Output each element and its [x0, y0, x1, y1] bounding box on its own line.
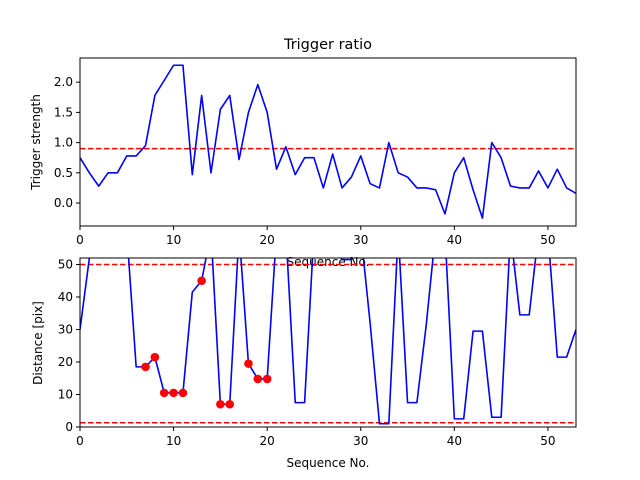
x-tick-label: 0 — [76, 233, 84, 247]
x-tick-label: 10 — [166, 233, 181, 247]
y-tick-label: 40 — [58, 290, 73, 304]
series-line — [80, 64, 576, 219]
data-point-marker — [178, 388, 188, 398]
x-tick-label: 10 — [166, 434, 181, 448]
y-tick-label: 50 — [58, 258, 73, 272]
data-point-marker — [141, 362, 150, 372]
plot-frame — [79, 257, 577, 428]
data-point-marker — [253, 374, 263, 384]
y-axis-label: Trigger strength — [29, 94, 43, 191]
y-tick-label: 0 — [65, 420, 73, 434]
x-tick-label: 20 — [260, 434, 275, 448]
data-point-marker — [150, 352, 160, 362]
trigger-ratio-chart: Trigger ratio Sequence No. Trigger stren… — [29, 37, 577, 269]
x-tick-label: 30 — [353, 434, 368, 448]
y-tick-label: 30 — [58, 323, 73, 337]
distance-chart: Sequence No. Distance [pix] 0 10 20 30 40 50 0… — [31, 257, 577, 470]
data-point-marker — [244, 359, 253, 368]
y-tick-label: 20 — [58, 355, 73, 369]
x-tick-label: 40 — [447, 434, 462, 448]
data-point-marker — [262, 374, 272, 384]
y-axis-label: Distance [pix] — [31, 301, 45, 385]
y-tick-label: 1.0 — [54, 136, 73, 150]
y-tick-label: 10 — [58, 388, 73, 402]
y-tick-label: 0.0 — [54, 196, 73, 210]
data-point-marker — [225, 399, 235, 409]
y-tick-label: 1.5 — [54, 105, 73, 119]
data-point-marker — [169, 388, 178, 398]
data-point-marker — [216, 399, 225, 409]
x-axis-label: Sequence No. — [287, 456, 370, 470]
data-point-marker — [197, 276, 206, 286]
x-tick-label: 50 — [540, 434, 555, 448]
x-tick-label: 0 — [76, 434, 84, 448]
x-tick-label: 40 — [447, 233, 462, 247]
y-tick-label: 2.0 — [54, 75, 73, 89]
data-point-marker — [159, 388, 169, 398]
x-axis-label: Sequence No. — [287, 255, 370, 269]
x-tick-label: 50 — [540, 233, 555, 247]
x-tick-label: 20 — [260, 233, 275, 247]
y-tick-label: 0.5 — [54, 166, 73, 180]
series-line — [80, 258, 576, 425]
x-tick-label: 30 — [353, 233, 368, 247]
plot-frame — [79, 57, 577, 227]
chart-title: Trigger ratio — [283, 37, 372, 53]
